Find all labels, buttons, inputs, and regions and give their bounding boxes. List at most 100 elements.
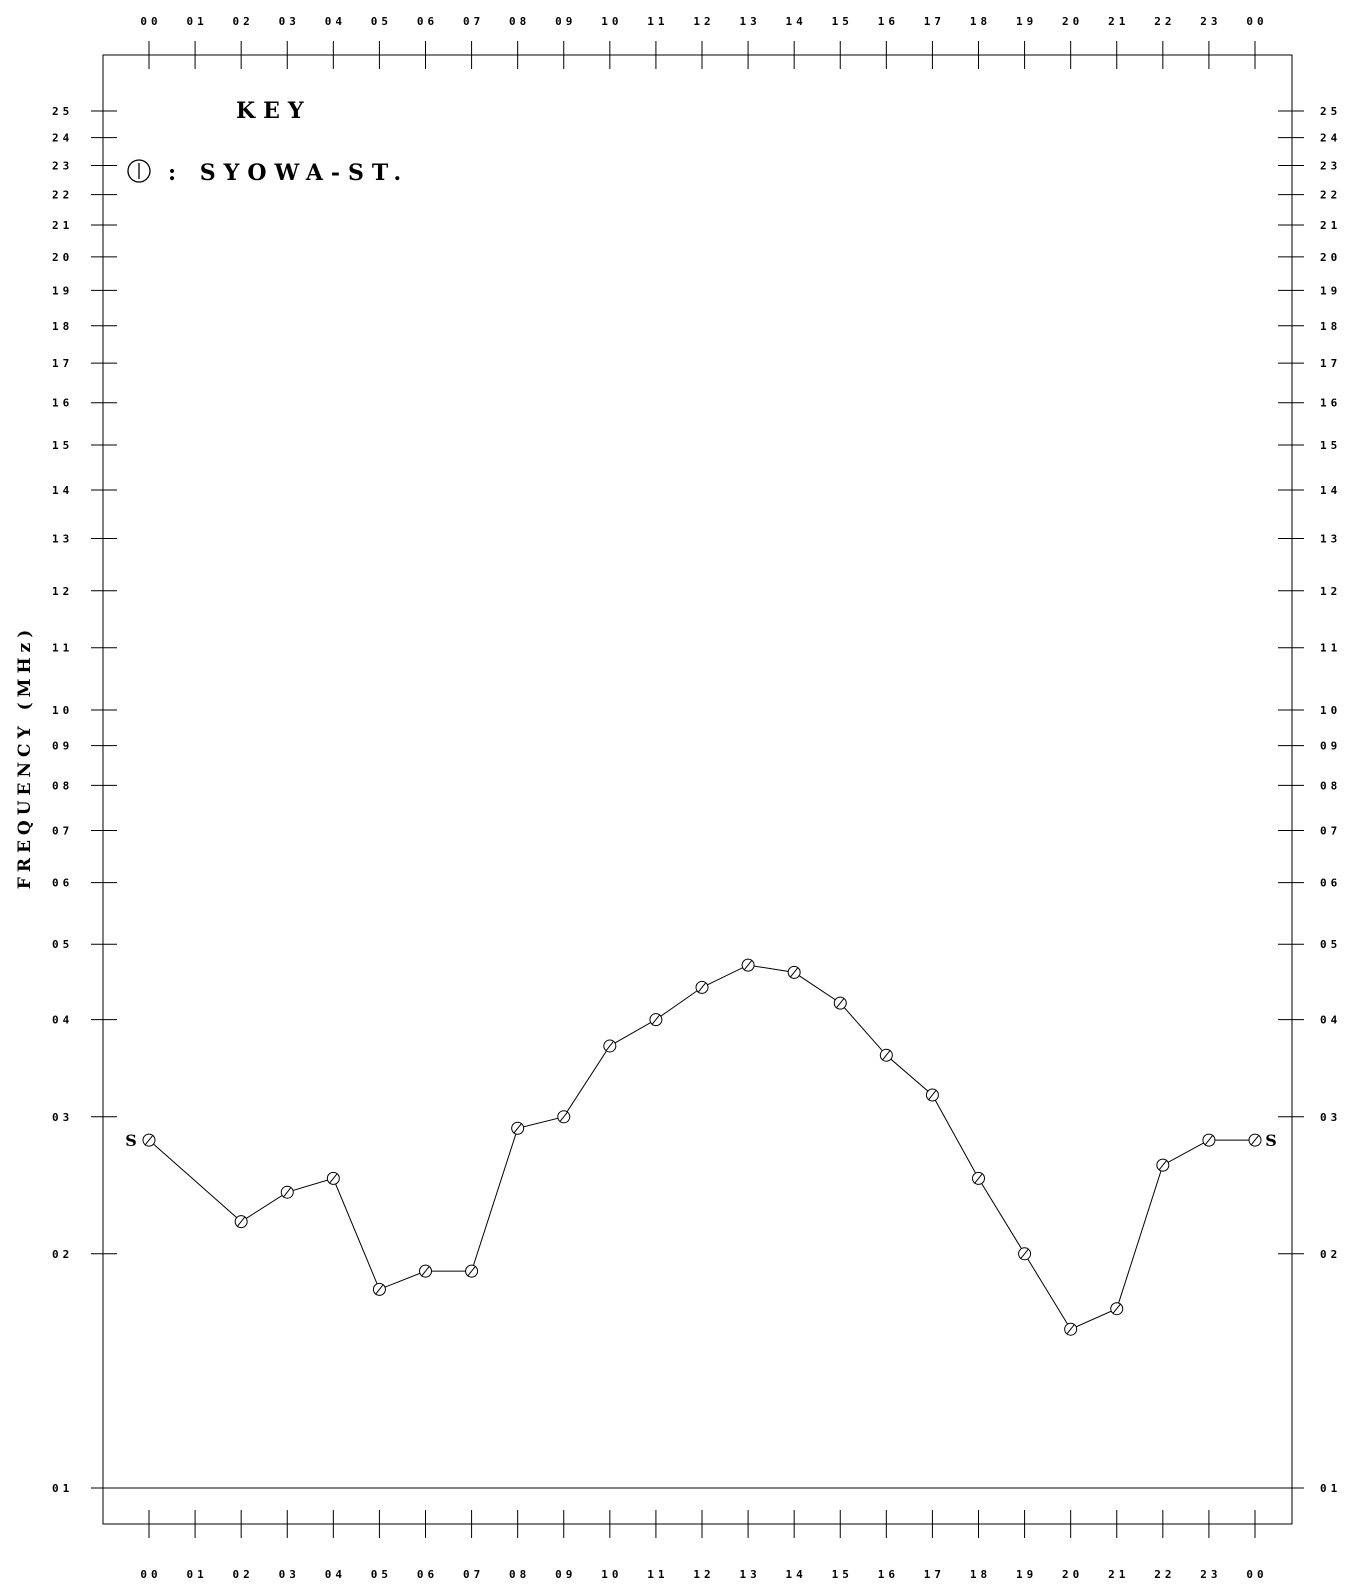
data-point-slash	[236, 1216, 246, 1227]
key-entry: : SYOWA-ST.	[168, 160, 409, 186]
x-tick-label-bottom: 01	[186, 1568, 207, 1581]
y-tick-label-left: 18	[52, 320, 73, 333]
data-point	[465, 1264, 479, 1278]
x-tick-label-bottom: 16	[878, 1568, 899, 1581]
y-tick-label-left: 07	[52, 825, 73, 838]
x-tick-label-bottom: 00	[1246, 1568, 1267, 1581]
x-tick-label-top: 20	[1062, 15, 1083, 28]
x-tick-label-top: 18	[970, 15, 991, 28]
y-tick-label-left: 14	[52, 484, 73, 497]
x-tick-label-bottom: 04	[325, 1568, 346, 1581]
data-point	[741, 958, 755, 972]
x-tick-label-bottom: 13	[739, 1568, 760, 1581]
x-tick-label-top: 09	[555, 15, 576, 28]
y-tick-label-right: 21	[1320, 219, 1341, 232]
y-tick-label-left: 05	[52, 938, 73, 951]
data-point-slash	[974, 1173, 983, 1184]
y-tick-label-right: 06	[1320, 877, 1341, 890]
data-point-slash	[697, 982, 707, 993]
x-tick-label-bottom: 18	[970, 1568, 991, 1581]
y-tick-label-right: 08	[1320, 779, 1341, 792]
data-point	[511, 1121, 525, 1135]
data-point-slash	[928, 1089, 937, 1101]
data-point	[695, 980, 709, 994]
x-tick-label-top: 02	[233, 15, 254, 28]
y-tick-label-left: 24	[52, 132, 73, 145]
y-tick-label-right: 19	[1320, 284, 1341, 297]
x-tick-label-bottom: 10	[601, 1568, 622, 1581]
y-tick-label-right: 12	[1320, 585, 1341, 598]
y-tick-label-right: 17	[1320, 357, 1341, 370]
x-tick-label-bottom: 20	[1062, 1568, 1083, 1581]
y-tick-label-left: 11	[52, 642, 73, 655]
data-point	[280, 1185, 294, 1199]
x-tick-label-bottom: 00	[140, 1568, 161, 1581]
data-point-slash	[651, 1014, 661, 1025]
y-tick-label-left: 01	[52, 1482, 73, 1495]
x-tick-label-top: 10	[601, 15, 622, 28]
key-marker-circle	[127, 159, 151, 183]
x-tick-label-top: 17	[924, 15, 945, 28]
data-point	[603, 1039, 617, 1053]
x-tick-label-top: 00	[1246, 15, 1267, 28]
y-tick-label-right: 10	[1320, 704, 1341, 717]
key-title: KEY	[236, 98, 312, 124]
x-tick-label-top: 21	[1108, 15, 1129, 28]
x-tick-label-bottom: 14	[786, 1568, 807, 1581]
data-point-slash	[881, 1049, 891, 1061]
plot-frame	[91, 54, 1304, 1525]
y-tick-label-right: 15	[1320, 439, 1341, 452]
x-tick-label-top: 04	[325, 15, 346, 28]
y-tick-label-right: 03	[1320, 1111, 1341, 1124]
x-tick-label-top: 11	[647, 15, 668, 28]
data-point	[925, 1088, 939, 1102]
y-tick-label-right: 14	[1320, 484, 1341, 497]
y-tick-label-left: 23	[52, 160, 73, 173]
x-tick-label-bottom: 19	[1016, 1568, 1037, 1581]
data-point-slash	[743, 959, 753, 971]
data-point-slash	[328, 1173, 338, 1184]
y-tick-label-left: 02	[52, 1248, 73, 1261]
data-point	[1064, 1322, 1078, 1336]
x-tick-label-top: 03	[279, 15, 300, 28]
y-tick-label-right: 02	[1320, 1248, 1341, 1261]
x-tick-label-bottom: 02	[233, 1568, 254, 1581]
y-tick-label-left: 04	[52, 1014, 73, 1027]
x-tick-label-top: 23	[1200, 15, 1221, 28]
x-tick-label-top: 05	[371, 15, 392, 28]
x-tick-label-bottom: 15	[832, 1568, 853, 1581]
data-point	[649, 1013, 663, 1027]
x-tick-label-top: 15	[832, 15, 853, 28]
data-point	[557, 1110, 571, 1124]
x-tick-label-top: 08	[509, 15, 530, 28]
series-end-label: S	[1265, 1131, 1277, 1150]
data-point-slash	[1204, 1134, 1214, 1146]
data-point-slash	[467, 1265, 476, 1277]
x-tick-label-bottom: 06	[417, 1568, 438, 1581]
x-tick-label-top: 13	[739, 15, 760, 28]
x-axis-top: 00 01 02 03 04 05 06 07 08 09 10 11 12 13 14 15 16 17 18 19…	[140, 15, 1267, 69]
data-point	[1248, 1133, 1262, 1147]
data-point-slash	[1158, 1159, 1168, 1171]
y-tick-label-right: 11	[1320, 642, 1341, 655]
x-tick-label-bottom: 03	[279, 1568, 300, 1581]
x-axis-bottom: 00 01 02 03 04 05 06 07 08 09 10 11 12 13 14 15 16 17 18 19…	[140, 1510, 1267, 1581]
y-tick-label-left: 17	[52, 357, 73, 370]
data-point	[972, 1171, 985, 1185]
y-tick-label-right: 16	[1320, 397, 1341, 410]
y-tick-label-left: 15	[52, 439, 73, 452]
data-point-slash	[282, 1186, 292, 1198]
data-point	[1018, 1247, 1032, 1261]
y-tick-label-right: 01	[1320, 1482, 1341, 1495]
y-tick-label-left: 16	[52, 397, 73, 410]
x-tick-label-top: 19	[1016, 15, 1037, 28]
x-tick-label-bottom: 11	[647, 1568, 668, 1581]
data-point-slash	[1250, 1134, 1260, 1146]
x-tick-label-bottom: 12	[693, 1568, 714, 1581]
data-point	[833, 996, 847, 1010]
x-tick-label-bottom: 07	[463, 1568, 484, 1581]
y-tick-label-left: 25	[52, 105, 73, 118]
data-point	[326, 1171, 340, 1185]
data-point-slash	[375, 1284, 384, 1295]
